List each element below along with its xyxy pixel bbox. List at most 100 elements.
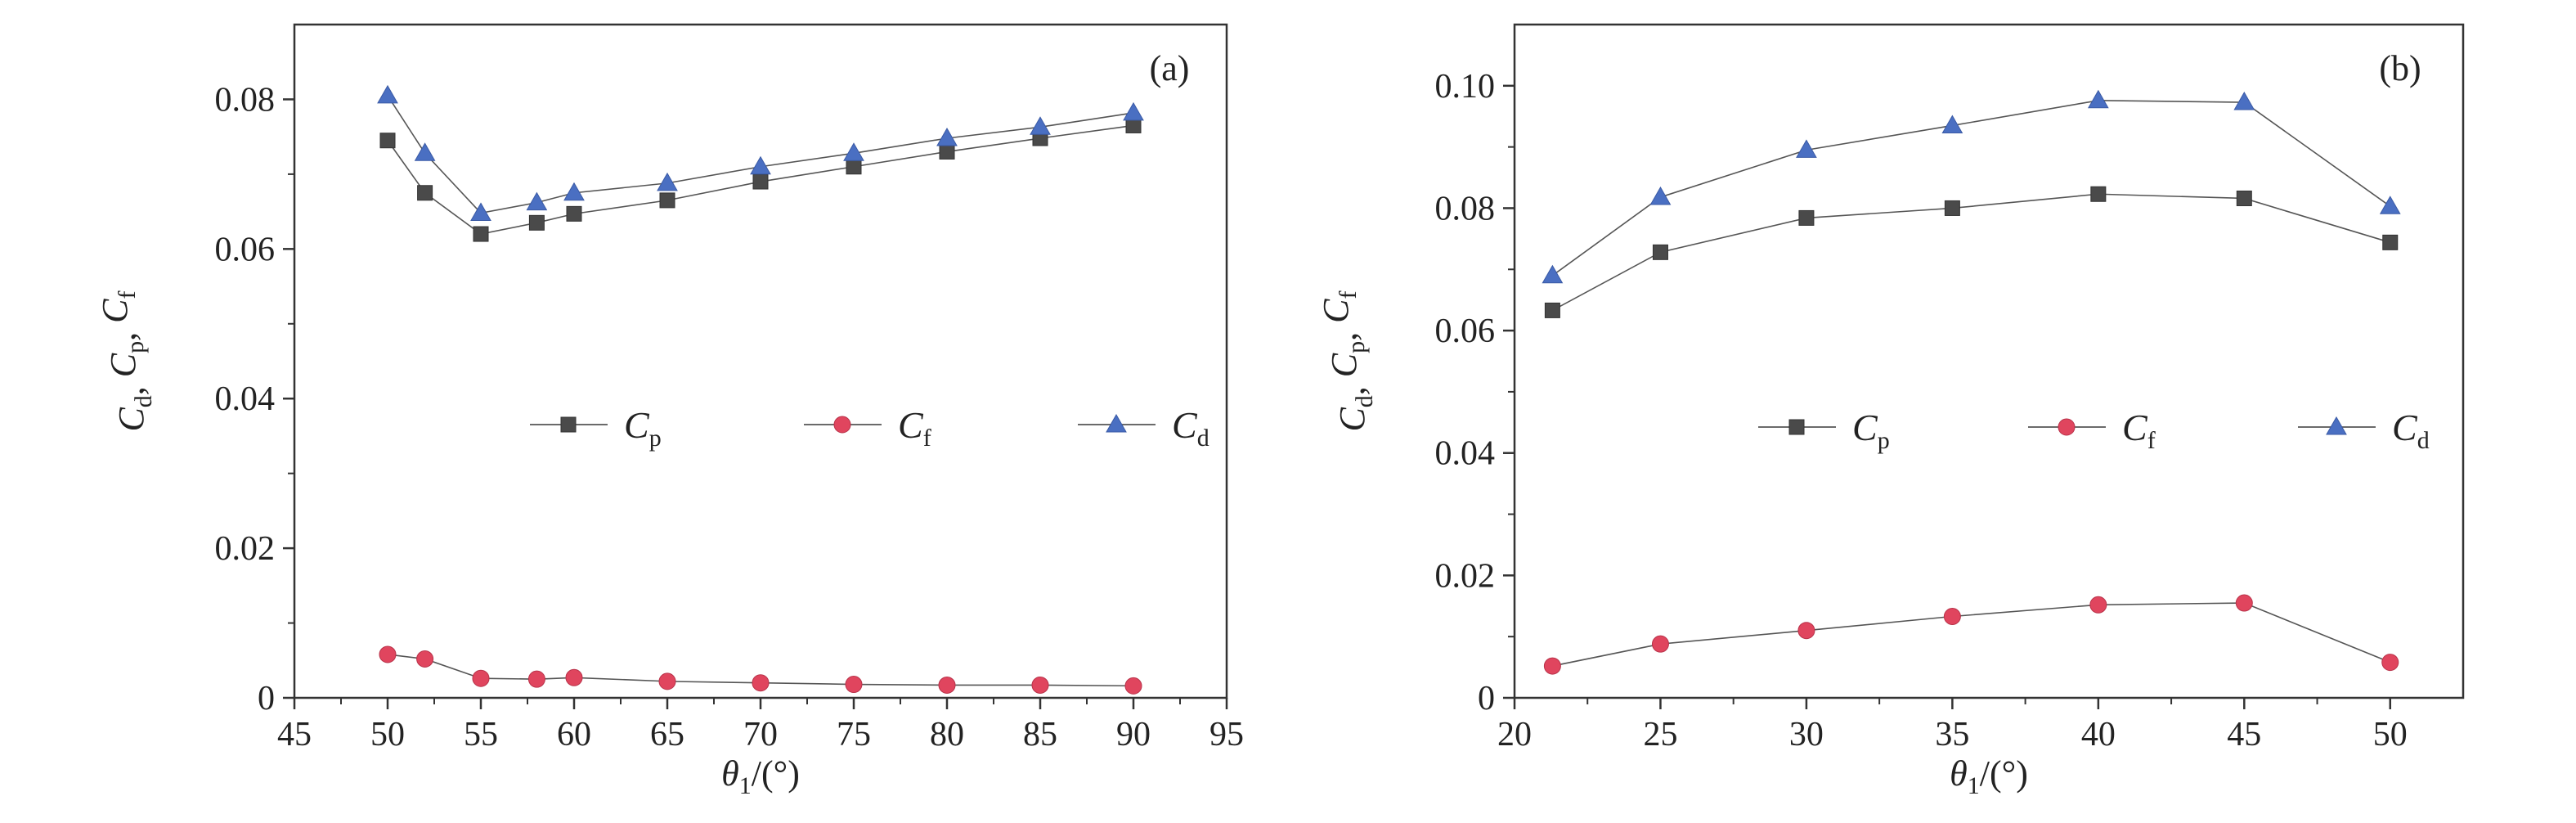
data-point-Cd [470,202,491,221]
x-tick-label: 55 [464,716,498,753]
x-tick-label: 90 [1116,716,1151,753]
data-point-Cd [1123,101,1144,121]
data-point-Cp [1798,209,1815,226]
series-Cf [379,645,1142,695]
panel-label: (a) [1150,48,1190,88]
chart-panel-1: 45 50 55 60 65 70 75 80 85 90 95 0 0.02 0.04 0.06 0.08 C… [95,23,1244,799]
data-point-Cp [939,143,955,160]
data-point-Cf [1031,676,1049,694]
series-line-Cp [1552,193,2391,312]
series-Cp [1544,186,2399,318]
data-point-Cp [2090,186,2107,202]
data-point-Cf [1124,677,1142,695]
x-tick-label: 35 [1935,716,1969,753]
data-point-Cf [1651,635,1669,653]
legend-label: Cd [1172,404,1209,452]
legend-item-Cd: Cd [1078,404,1209,452]
data-point-Cd [936,127,958,146]
legend-label: Cd [2392,407,2430,454]
x-tick-label: 20 [1497,716,1532,753]
data-point-Cp [2382,234,2399,250]
series-line-Cd [387,95,1134,214]
data-point-Cf [658,672,676,690]
data-point-Cp [379,133,396,149]
legend-marker-Cf [833,416,851,434]
series-Cd [1542,89,2401,284]
data-point-Cd [657,172,678,191]
x-tick-label: 25 [1643,716,1677,753]
data-point-Cd [2379,196,2401,214]
x-tick-label: 50 [2373,716,2408,753]
x-tick-label: 75 [837,716,871,753]
y-tick-label: 0 [258,680,275,717]
legend-marker-Cd [2326,416,2347,435]
data-point-Cp [1944,200,1960,216]
x-axis-label: θ1/(°) [721,753,800,799]
y-tick-label: 0.08 [1435,190,1496,227]
data-point-Cf [527,670,545,688]
series-line-Cd [1551,99,2391,277]
data-point-Cf [845,676,863,694]
data-point-Cf [1797,622,1815,640]
data-point-Cp [752,173,769,190]
data-point-Cd [750,155,771,175]
data-point-Cf [2235,594,2253,612]
x-tick-label: 60 [557,716,591,753]
legend-marker-Cp [1788,419,1805,435]
x-tick-label: 50 [370,716,405,753]
series-Cp [379,117,1142,242]
y-tick-label: 0.06 [215,231,276,268]
legend-label: Cf [898,404,931,452]
data-point-Cf [2089,596,2107,614]
y-tick-label: 0.10 [1435,68,1496,106]
panel-label: (b) [2379,48,2421,88]
data-point-Cp [1652,244,1668,260]
legend-item-Cp: Cp [530,404,662,452]
data-point-Cp [528,214,545,231]
x-axis-label: θ1/(°) [1950,753,2028,799]
series-line-Cf [1552,602,2391,667]
y-axis-label: Cd, Cp, Cf [95,290,157,431]
legend-label: Cp [624,404,662,452]
data-point-Cd [1649,186,1672,205]
data-point-Cd [377,84,398,104]
legend-marker-Cp [560,416,577,433]
y-tick-label: 0.06 [1435,313,1496,350]
y-tick-label: 0.08 [215,81,276,119]
data-point-Cd [2087,89,2109,109]
plot-frame [293,23,1228,699]
x-tick-label: 45 [2227,716,2261,753]
plot-frame [1513,23,2465,699]
data-point-Cd [2233,92,2255,110]
data-point-Cp [566,205,582,222]
y-tick-label: 0.04 [1435,435,1496,473]
x-tick-label: 95 [1209,716,1244,753]
legend-item-Cf: Cf [2028,407,2156,454]
data-point-Cp [1544,302,1560,318]
x-tick-label: 40 [2081,716,2116,753]
data-point-Cd [414,142,436,161]
x-tick-label: 70 [743,716,778,753]
data-point-Cd [843,142,864,161]
data-point-Cp [473,226,489,242]
legend: Cp Cf Cd [1758,407,2430,454]
x-tick-label: 45 [277,716,312,753]
data-point-Cp [659,192,675,209]
data-point-Cd [1941,115,1963,133]
x-tick-label: 65 [650,716,684,753]
legend-marker-Cf [2058,418,2076,436]
y-axis-label: Cd, Cp, Cf [1316,290,1378,431]
data-point-Cd [1030,116,1051,135]
legend-label: Cf [2122,407,2156,454]
data-point-Cp [846,159,862,175]
data-point-Cd [563,182,585,201]
legend-item-Cf: Cf [804,404,931,452]
data-point-Cd [526,191,548,211]
data-point-Cd [1796,139,1817,158]
y-tick-label: 0.02 [215,530,276,568]
y-tick-label: 0 [1478,680,1495,717]
data-point-Cp [2236,190,2252,206]
data-point-Cf [938,676,956,694]
y-tick-label: 0.04 [215,380,276,418]
